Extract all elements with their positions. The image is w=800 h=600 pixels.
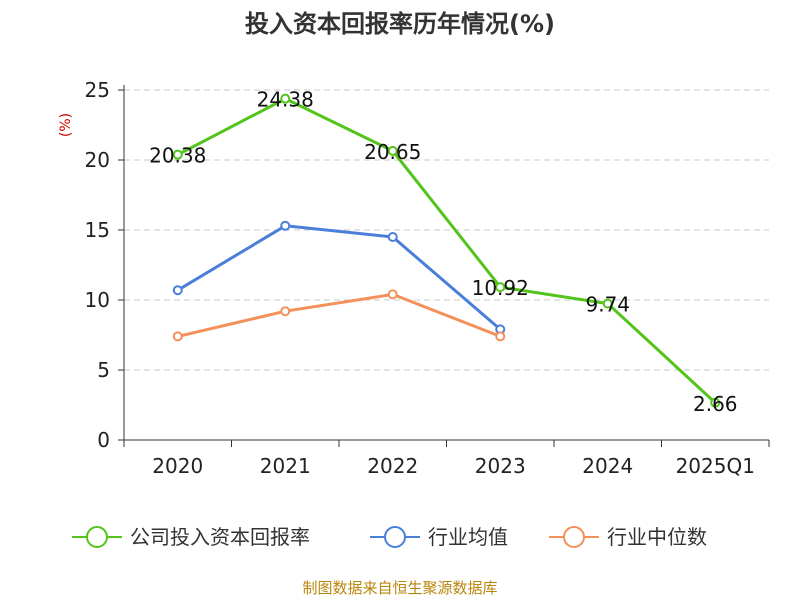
data-label-2021: 24.38 bbox=[257, 88, 314, 112]
x-tick-label-2024: 2024 bbox=[582, 454, 633, 478]
legend-item-2[interactable]: 行业中位数 bbox=[549, 525, 707, 549]
x-tick-label-2023: 2023 bbox=[475, 454, 526, 478]
x-tick-label-2021: 2021 bbox=[260, 454, 311, 478]
point-s1-2020[interactable] bbox=[172, 285, 183, 296]
legend-label-1: 行业均值 bbox=[428, 525, 508, 549]
legend-marker-2 bbox=[563, 526, 585, 548]
data-label-2023: 10.92 bbox=[472, 276, 529, 300]
y-tick-label-0: 0 bbox=[97, 428, 110, 452]
y-tick-label-10: 10 bbox=[85, 288, 110, 312]
point-s1-2022[interactable] bbox=[387, 232, 398, 242]
x-tick-label-2025Q1: 2025Q1 bbox=[676, 454, 755, 478]
series-line-1 bbox=[177, 224, 502, 331]
x-tick-label-2020: 2020 bbox=[152, 454, 203, 478]
data-label-2024: 9.74 bbox=[585, 293, 630, 317]
point-s2-2021[interactable] bbox=[280, 306, 291, 317]
source-note: 制图数据来自恒生聚源数据库 bbox=[302, 579, 497, 597]
series-line-2 bbox=[177, 292, 501, 338]
point-s2-2020[interactable] bbox=[172, 331, 183, 342]
data-label-2022: 20.65 bbox=[364, 140, 421, 164]
series-group bbox=[172, 93, 721, 408]
point-s2-2022[interactable] bbox=[387, 289, 398, 300]
axes: 0 5 10 15 20 25 2020 2021 2022 2023 2024 2025Q1 bbox=[85, 78, 770, 478]
legend-label-0: 公司投入资本回报率 bbox=[130, 525, 310, 549]
point-s0-2023[interactable] bbox=[495, 282, 506, 293]
y-tick-label-25: 25 bbox=[85, 78, 110, 102]
y-tick-label-5: 5 bbox=[97, 358, 110, 382]
x-tick-label-2022: 2022 bbox=[367, 454, 418, 478]
data-label-2025Q1: 2.66 bbox=[693, 392, 738, 416]
y-tick-label-20: 20 bbox=[85, 148, 110, 172]
legend-marker-0 bbox=[86, 526, 108, 548]
chart-title: 投入资本回报率历年情况(%) bbox=[245, 10, 555, 38]
point-s0-2025Q1[interactable] bbox=[710, 397, 721, 408]
legend[interactable]: 公司投入资本回报率 行业均值 行业中位数 bbox=[72, 525, 707, 549]
legend-item-0[interactable]: 公司投入资本回报率 bbox=[72, 525, 310, 549]
legend-label-2: 行业中位数 bbox=[607, 525, 707, 549]
point-s1-2021[interactable] bbox=[280, 220, 291, 231]
data-labels: 20.38 24.38 20.65 10.92 9.74 2.66 bbox=[149, 88, 737, 416]
point-s0-2021[interactable] bbox=[280, 93, 291, 104]
y-tick-label-15: 15 bbox=[85, 218, 110, 242]
point-s2-2023[interactable] bbox=[495, 331, 506, 342]
data-label-2020: 20.38 bbox=[149, 144, 206, 168]
y-axis-unit: (%) bbox=[58, 113, 74, 137]
point-s0-2022[interactable] bbox=[387, 145, 398, 156]
legend-marker-1 bbox=[384, 526, 406, 548]
legend-item-1[interactable]: 行业均值 bbox=[370, 525, 508, 549]
point-s0-2024[interactable] bbox=[602, 298, 613, 309]
gridlines bbox=[124, 89, 769, 371]
point-s0-2020[interactable] bbox=[172, 149, 183, 160]
series-line-0 bbox=[177, 97, 717, 404]
